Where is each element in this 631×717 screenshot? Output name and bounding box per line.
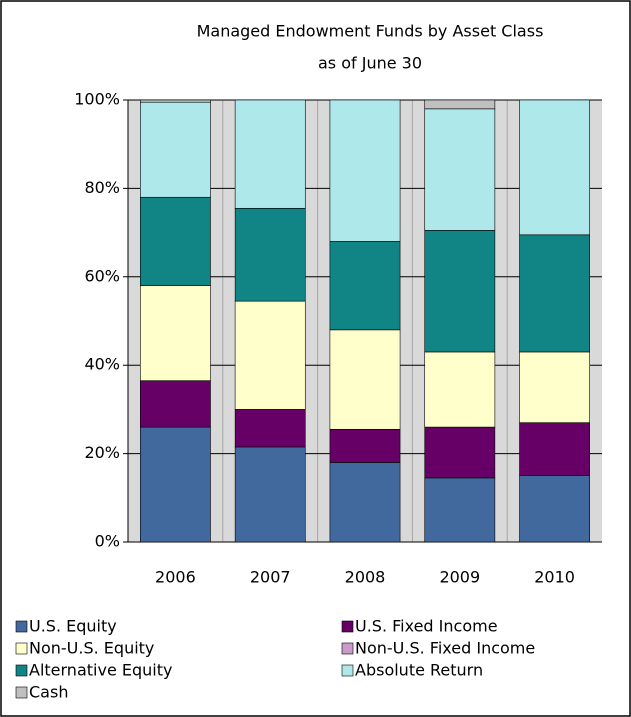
- bar-segment: [140, 99, 211, 103]
- chart-title: Managed Endowment Funds by Asset Class: [197, 22, 544, 41]
- x-tick-label: 2007: [250, 568, 291, 587]
- y-tick-label: 40%: [84, 355, 120, 374]
- y-tick-label: 60%: [84, 266, 120, 285]
- bar-segment: [234, 409, 306, 448]
- bar-segment: [329, 428, 401, 463]
- y-tick-label: 20%: [84, 443, 120, 462]
- bar-segment: [424, 351, 496, 428]
- bar-segment: [424, 99, 496, 110]
- bar-segment: [234, 446, 306, 543]
- bar-segment: [329, 329, 401, 430]
- chart-title: as of June 30: [318, 54, 422, 73]
- bar-segment: [234, 207, 306, 302]
- legend-swatch: [15, 642, 28, 655]
- bar-segment: [519, 475, 590, 543]
- bar-segment: [234, 99, 306, 209]
- legend-swatch: [15, 664, 28, 677]
- bar-segment: [140, 196, 211, 286]
- legend-label: Non-U.S. Equity: [29, 639, 154, 658]
- x-tick-label: 2006: [155, 568, 196, 587]
- legend-label: Absolute Return: [355, 661, 483, 680]
- legend-label: Non-U.S. Fixed Income: [355, 639, 535, 658]
- bar-segment: [140, 426, 211, 543]
- bar-segment: [424, 477, 496, 543]
- legend-label: Alternative Equity: [29, 661, 172, 680]
- bar-segment: [424, 108, 496, 231]
- legend-swatch: [341, 642, 354, 655]
- y-tick-label: 80%: [84, 178, 120, 197]
- legend-swatch: [341, 620, 354, 633]
- bar-segment: [424, 230, 496, 353]
- legend-swatch: [15, 620, 28, 633]
- bar-segment: [329, 462, 401, 543]
- y-tick-label: 0%: [95, 532, 120, 551]
- legend-swatch: [15, 686, 28, 699]
- bar-segment: [140, 380, 211, 428]
- legend-label: Cash: [29, 683, 68, 702]
- y-tick-label: 100%: [74, 90, 120, 109]
- bar-segment: [140, 101, 211, 198]
- bar-segment: [424, 426, 496, 479]
- legend-swatch: [341, 664, 354, 677]
- x-tick-label: 2009: [439, 568, 480, 587]
- bar-segment: [234, 300, 306, 410]
- legend-label: U.S. Equity: [29, 617, 117, 636]
- bar-segment: [519, 422, 590, 477]
- bar-segment: [140, 285, 211, 381]
- bar-segment: [519, 99, 590, 236]
- legend-label: U.S. Fixed Income: [355, 617, 498, 636]
- bar-segment: [519, 351, 590, 423]
- x-tick-label: 2008: [345, 568, 386, 587]
- bar-segment: [329, 241, 401, 331]
- bar-segment: [519, 234, 590, 353]
- x-tick-label: 2010: [534, 568, 575, 587]
- bar-segment: [329, 99, 401, 242]
